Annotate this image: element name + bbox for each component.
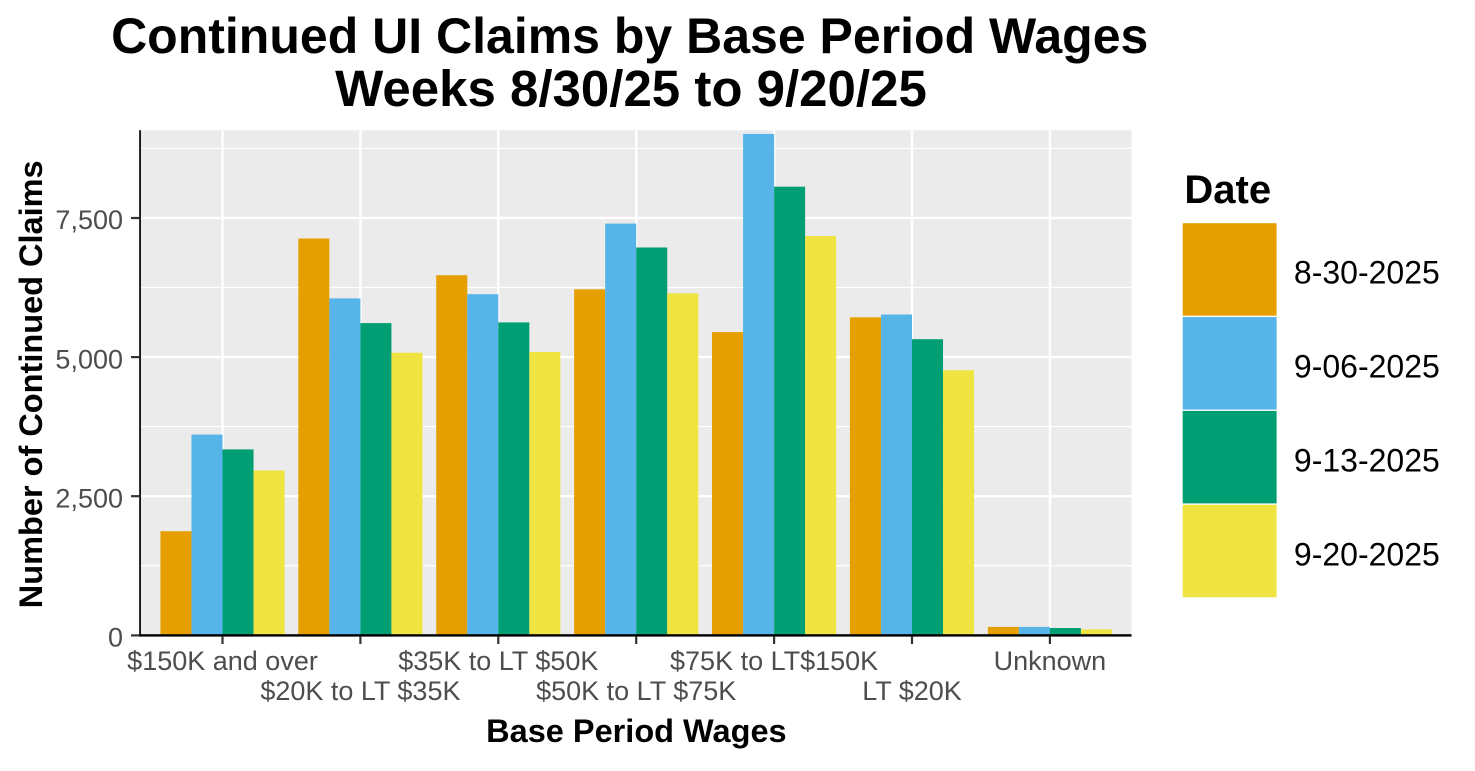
svg-text:LT $20K: LT $20K xyxy=(862,676,962,706)
svg-text:Date: Date xyxy=(1184,168,1271,212)
svg-text:Continued UI Claims by Base Pe: Continued UI Claims by Base Period Wages xyxy=(111,8,1148,64)
svg-text:0: 0 xyxy=(108,623,123,653)
svg-text:5,000: 5,000 xyxy=(55,344,123,374)
svg-text:Base Period Wages: Base Period Wages xyxy=(486,713,786,749)
svg-text:$150K and over: $150K and over xyxy=(127,646,318,676)
svg-text:$20K to LT $35K: $20K to LT $35K xyxy=(260,676,460,706)
svg-text:2,500: 2,500 xyxy=(55,483,123,513)
svg-text:$35K to LT $50K: $35K to LT $50K xyxy=(398,646,598,676)
svg-text:9-13-2025: 9-13-2025 xyxy=(1294,442,1440,478)
svg-text:9-20-2025: 9-20-2025 xyxy=(1294,536,1440,572)
svg-text:7,500: 7,500 xyxy=(55,205,123,235)
svg-text:Unknown: Unknown xyxy=(994,646,1107,676)
svg-text:$50K to LT $75K: $50K to LT $75K xyxy=(536,676,736,706)
svg-text:9-06-2025: 9-06-2025 xyxy=(1294,349,1440,385)
svg-text:8-30-2025: 8-30-2025 xyxy=(1294,255,1440,291)
svg-text:$75K to LT$150K: $75K to LT$150K xyxy=(670,646,878,676)
svg-text:Weeks 8/30/25 to 9/20/25: Weeks 8/30/25 to 9/20/25 xyxy=(335,60,927,117)
svg-text:Number of Continued Claims: Number of Continued Claims xyxy=(13,160,49,608)
